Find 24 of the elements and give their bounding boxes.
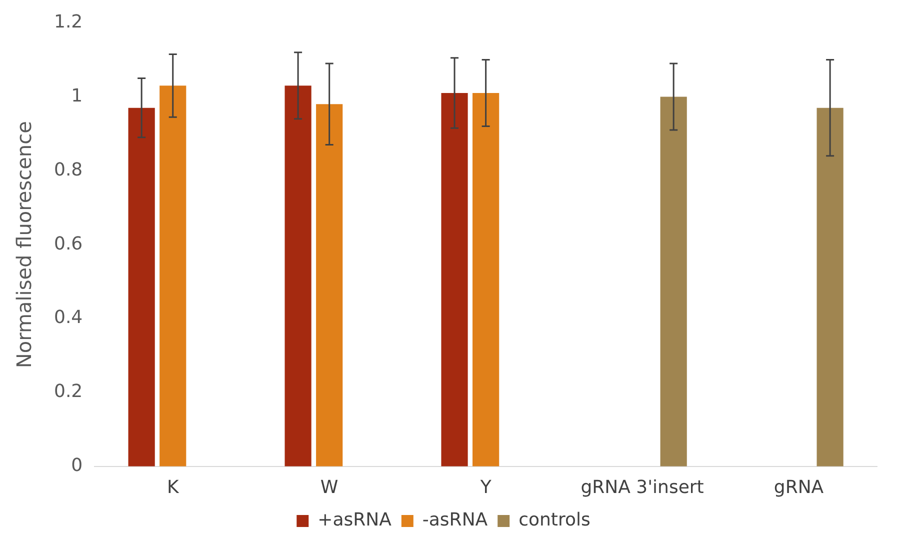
x-tick-label: gRNA 3'insert: [580, 476, 704, 498]
x-tick-label: K: [166, 476, 180, 498]
bar: [660, 96, 687, 466]
legend-label: controls: [518, 510, 590, 531]
y-tick-label: 0.4: [54, 307, 83, 328]
bar: [472, 93, 500, 466]
bar: [160, 86, 186, 466]
bar: [816, 108, 844, 466]
x-tick-label: Y: [479, 476, 492, 498]
y-tick-label: 0.6: [54, 233, 83, 254]
bar: [128, 108, 155, 466]
legend-label: -asRNA: [422, 510, 488, 531]
y-tick-label: 0.2: [54, 381, 83, 402]
y-tick-label: 0: [71, 455, 83, 476]
y-axis-title: Normalised fluorescence: [12, 121, 36, 368]
bar: [284, 86, 312, 466]
y-tick-label: 1.2: [54, 11, 83, 32]
x-tick-label: W: [320, 476, 338, 498]
y-tick-label: 1: [71, 85, 83, 106]
bar: [441, 93, 468, 466]
y-tick-label: 0.8: [54, 159, 83, 180]
bar: [316, 104, 343, 466]
x-tick-label: gRNA: [774, 476, 824, 498]
legend-label: +asRNA: [318, 510, 392, 531]
